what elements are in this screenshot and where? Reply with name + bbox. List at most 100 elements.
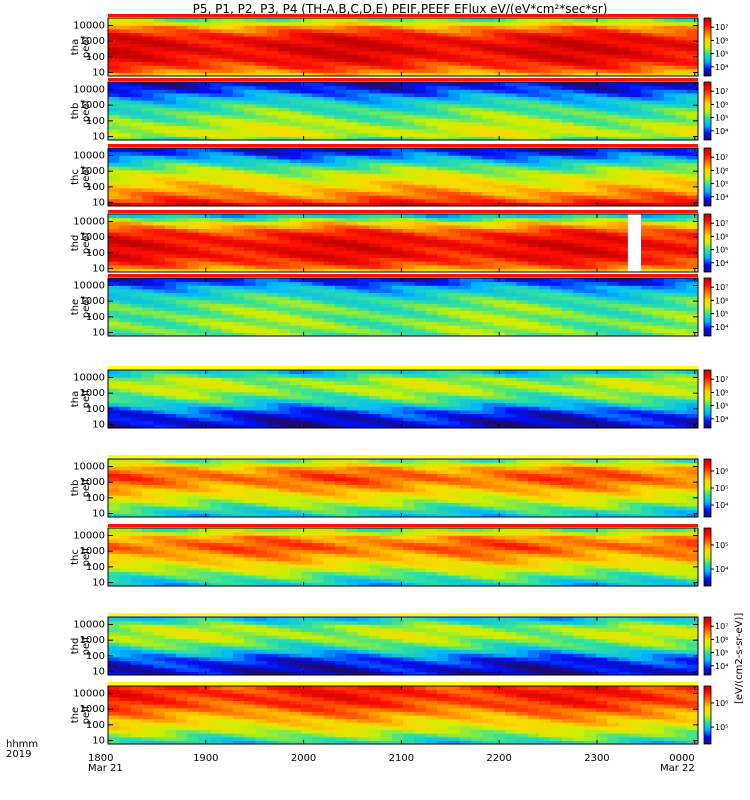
spectrogram-cell bbox=[425, 239, 438, 244]
spectrogram-cell bbox=[629, 173, 642, 178]
spectrogram-cell bbox=[153, 406, 166, 411]
spectrogram-cell bbox=[232, 406, 245, 411]
spectrogram-cell bbox=[176, 202, 188, 207]
spectrogram-cell bbox=[176, 253, 188, 259]
spectrogram-cell bbox=[686, 32, 699, 37]
spectrogram-cell bbox=[641, 148, 654, 153]
spectrogram-cell bbox=[198, 54, 211, 59]
spectrogram-cell bbox=[459, 325, 472, 330]
spectrogram-cell bbox=[312, 281, 325, 286]
spectrogram-cell bbox=[187, 28, 200, 34]
spectrogram-cell bbox=[187, 384, 200, 389]
spectrogram-cell bbox=[380, 395, 393, 400]
spectrogram-cell bbox=[629, 121, 642, 127]
spectrogram-cell bbox=[414, 235, 427, 240]
spectrogram-cell bbox=[210, 388, 222, 393]
spectrogram-cell bbox=[561, 100, 574, 105]
spectrogram-cell bbox=[641, 395, 654, 400]
spectrogram-cell bbox=[232, 232, 245, 237]
spectrogram-cell bbox=[652, 288, 665, 294]
spectrogram-cell bbox=[176, 50, 188, 55]
spectrogram-cell bbox=[584, 239, 597, 244]
spectrogram-cell bbox=[459, 409, 472, 415]
spectrogram-cell bbox=[380, 264, 393, 269]
spectrogram-cell bbox=[357, 307, 370, 312]
spectrogram-cell bbox=[403, 296, 415, 301]
spectrogram-cell bbox=[493, 420, 506, 425]
spectrogram-cell bbox=[425, 121, 438, 127]
spectrogram-cell bbox=[675, 314, 688, 319]
spectrogram-cell bbox=[618, 177, 631, 182]
spectrogram-cell bbox=[482, 328, 495, 333]
spectrogram-cell bbox=[164, 399, 177, 404]
spectrogram-cell bbox=[130, 332, 143, 337]
spectrogram-cell bbox=[527, 121, 540, 127]
spectrogram-cell bbox=[414, 96, 427, 101]
spectrogram-cell bbox=[652, 224, 665, 230]
spectrogram-cell bbox=[119, 281, 132, 286]
spectrogram-cell bbox=[300, 268, 313, 273]
spectrogram-cell bbox=[607, 180, 620, 185]
spectrogram-cell bbox=[323, 114, 336, 119]
spectrogram-cell bbox=[527, 107, 540, 112]
spectrogram-cell bbox=[459, 18, 472, 23]
spectrogram-cell bbox=[357, 177, 370, 182]
spectrogram-cell bbox=[334, 111, 347, 116]
spectrogram-cell bbox=[278, 420, 291, 425]
spectrogram-cell bbox=[130, 278, 143, 283]
spectrogram-cell bbox=[164, 214, 177, 219]
spectrogram-cell bbox=[142, 224, 154, 230]
spectrogram-cell bbox=[266, 243, 279, 248]
spectrogram-cell bbox=[425, 296, 438, 301]
spectrogram-cell bbox=[142, 47, 154, 52]
spectrogram-cell bbox=[244, 391, 256, 396]
spectrogram-cell bbox=[198, 151, 211, 156]
spectrogram-cell bbox=[187, 89, 200, 94]
spectrogram-cell bbox=[448, 187, 461, 193]
spectrogram-cell bbox=[437, 187, 449, 193]
spectrogram-cell bbox=[210, 68, 222, 73]
spectrogram-cell bbox=[550, 235, 563, 240]
spectrogram-cell bbox=[210, 261, 222, 266]
spectrogram-cell bbox=[584, 310, 597, 315]
spectrogram-cell bbox=[527, 202, 540, 207]
spectrogram-cell bbox=[244, 395, 256, 400]
spectrogram-cell bbox=[527, 177, 540, 182]
spectrogram-cell bbox=[459, 82, 472, 87]
spectrogram-cell bbox=[357, 39, 370, 44]
spectrogram-cell bbox=[437, 125, 449, 130]
spectrogram-cell bbox=[346, 47, 359, 52]
spectrogram-cell bbox=[584, 132, 597, 137]
spectrogram-cell bbox=[380, 292, 393, 297]
spectrogram-cell bbox=[346, 114, 359, 119]
spectrogram-cell bbox=[618, 314, 631, 319]
spectrogram-cell bbox=[675, 328, 688, 333]
spectrogram-cell bbox=[493, 111, 506, 116]
spectrogram-cell bbox=[232, 158, 245, 164]
spectrogram-cell bbox=[289, 180, 302, 185]
spectrogram-cell bbox=[403, 332, 415, 337]
spectrogram-cell bbox=[323, 89, 336, 94]
spectrogram-cell bbox=[425, 129, 438, 134]
spectrogram-cell bbox=[471, 92, 483, 98]
spectrogram-cell bbox=[448, 224, 461, 230]
spectrogram-cell bbox=[278, 61, 291, 66]
spectrogram-cell bbox=[187, 18, 200, 23]
spectrogram-cell bbox=[550, 384, 563, 389]
spectrogram-cell bbox=[675, 296, 688, 301]
spectrogram-cell bbox=[108, 180, 120, 185]
spectrogram-cell bbox=[641, 50, 654, 55]
spectrogram-cell bbox=[357, 54, 370, 59]
spectrogram-cell bbox=[323, 395, 336, 400]
spectrogram-cell bbox=[334, 310, 347, 315]
spectrogram-cell bbox=[471, 54, 483, 59]
spectrogram-cell bbox=[130, 217, 143, 222]
spectrogram-cell bbox=[607, 103, 620, 108]
spectrogram-cell bbox=[357, 406, 370, 411]
spectrogram-cell bbox=[380, 314, 393, 319]
spectrogram-cell bbox=[312, 261, 325, 266]
spectrogram-cell bbox=[573, 328, 586, 333]
spectrogram-cell bbox=[448, 307, 461, 312]
spectrogram-cell bbox=[471, 118, 483, 123]
spectrogram-cell bbox=[300, 136, 313, 141]
